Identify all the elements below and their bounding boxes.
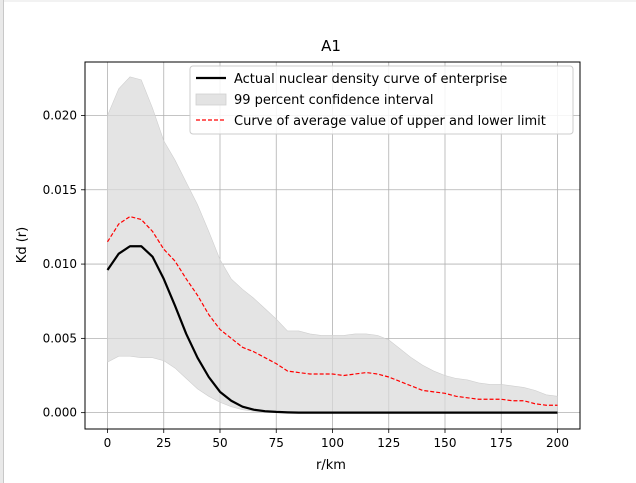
legend: Actual nuclear density curve of enterpri… bbox=[189, 65, 574, 135]
x-tick-label: 125 bbox=[377, 436, 400, 450]
x-tick-label: 175 bbox=[490, 436, 513, 450]
x-axis-label: r/km bbox=[316, 458, 346, 473]
legend-label-actual-curve: Actual nuclear density curve of enterpri… bbox=[234, 72, 507, 87]
y-axis-label: Kd (r) bbox=[15, 227, 30, 263]
tick-layer: 0 25 50 75 100 125 150 175 200 0.000 0.005 0.010 0.0… bbox=[43, 108, 569, 450]
y-tick-label: 0.000 bbox=[43, 406, 77, 420]
y-tick-label: 0.010 bbox=[43, 257, 77, 271]
x-tick-label: 25 bbox=[156, 436, 171, 450]
series-line-layer bbox=[106, 215, 558, 414]
y-tick-label: 0.005 bbox=[43, 331, 77, 345]
x-tick-label: 75 bbox=[269, 436, 284, 450]
x-tick-label: 100 bbox=[321, 436, 344, 450]
actual-density-curve bbox=[106, 245, 558, 414]
x-tick-label: 50 bbox=[212, 436, 227, 450]
legend-box bbox=[189, 65, 574, 135]
y-tick-label: 0.020 bbox=[43, 108, 77, 122]
legend-label-average-curve: Curve of average value of upper and lowe… bbox=[234, 114, 546, 129]
x-tick-label: 150 bbox=[434, 436, 457, 450]
window-left-edge bbox=[0, 0, 4, 483]
legend-label-confidence-band: 99 percent confidence interval bbox=[234, 93, 433, 108]
window-top-edge bbox=[0, 0, 636, 2]
x-tick-label: 0 bbox=[104, 436, 112, 450]
x-tick-label: 200 bbox=[546, 436, 569, 450]
chart-title: A1 bbox=[321, 37, 341, 55]
y-tick-label: 0.015 bbox=[43, 183, 77, 197]
legend-handle-confidence-band bbox=[195, 93, 227, 106]
average-limit-curve bbox=[106, 215, 558, 406]
